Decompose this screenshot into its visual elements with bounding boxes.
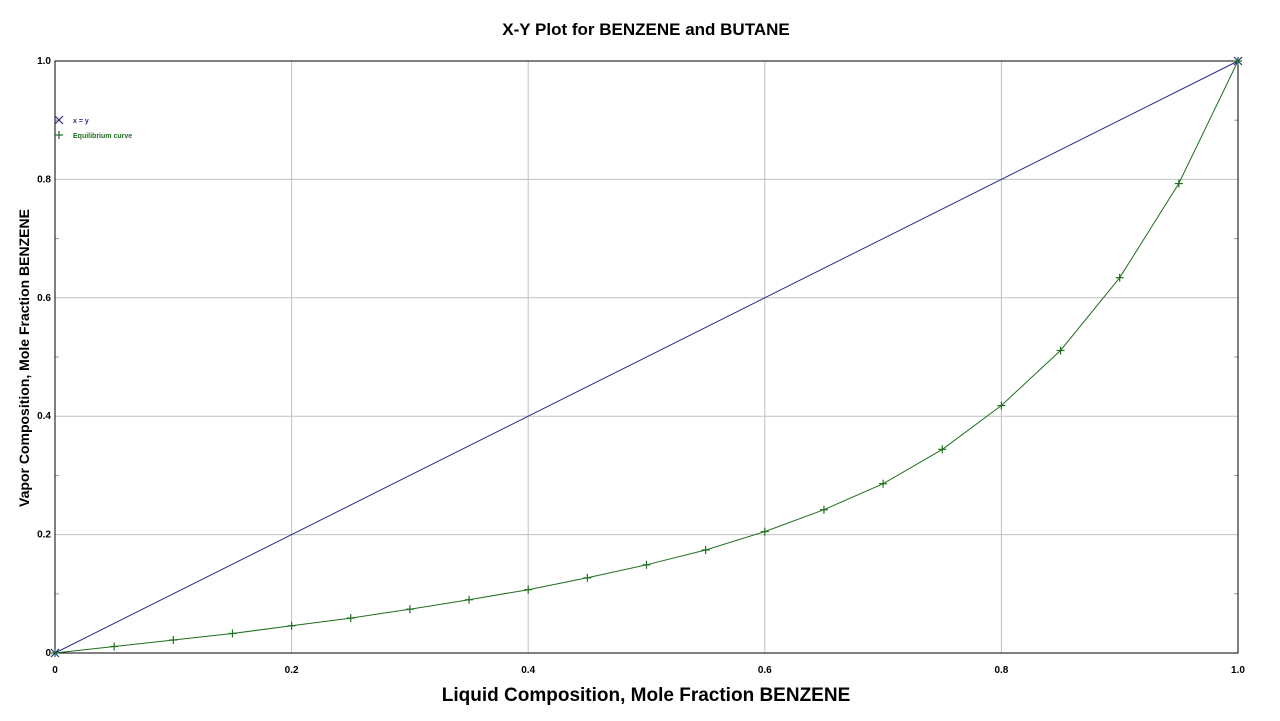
chart-title: X-Y Plot for BENZENE and BUTANE — [502, 20, 789, 39]
data-point-series-1 — [583, 573, 592, 582]
data-point-series-1 — [1174, 179, 1183, 188]
x-tick-label: 0.6 — [758, 665, 772, 676]
data-point-series-1 — [169, 635, 178, 644]
series-layer — [50, 56, 1243, 658]
data-point-series-1 — [997, 401, 1006, 410]
data-point-series-1 — [879, 479, 888, 488]
data-point-series-1 — [405, 605, 414, 614]
legend-marker-0 — [54, 115, 64, 125]
x-axis-label: Liquid Composition, Mole Fraction BENZEN… — [442, 685, 851, 706]
data-point-series-1 — [1056, 346, 1065, 355]
plot-frame — [54, 60, 1239, 654]
data-point-series-1 — [228, 629, 237, 638]
data-point-series-1 — [938, 445, 947, 454]
data-point-series-1 — [1234, 57, 1242, 65]
data-point-series-1 — [465, 595, 474, 604]
series-line-0 — [54, 60, 1239, 654]
data-point-series-1 — [701, 545, 710, 554]
data-point-series-1 — [51, 649, 59, 657]
x-tick-label: 0.2 — [285, 665, 299, 676]
y-tick-label: 0.2 — [37, 530, 51, 541]
data-point-series-1 — [1115, 273, 1124, 282]
data-point-series-1 — [760, 527, 769, 536]
tick-labels: 0 0.2 0.4 0.6 0.8 1.0 0 0.2 0.4 0.6 0.8 1.0 — [37, 56, 1245, 676]
y-tick-label: 0.6 — [37, 293, 51, 304]
x-tick-label: 1.0 — [1231, 665, 1245, 676]
data-point-series-1 — [287, 621, 296, 630]
x-tick-label: 0.8 — [994, 665, 1008, 676]
data-point-series-1 — [819, 505, 828, 514]
y-tick-label: 0.8 — [37, 174, 51, 185]
y-tick-label: 0 — [45, 648, 51, 659]
data-point-series-1 — [346, 614, 355, 623]
data-point-series-1 — [110, 642, 119, 651]
y-tick-label: 0.4 — [37, 411, 51, 422]
data-point-series-1 — [642, 560, 651, 569]
y-axis-label: Vapor Composition, Mole Fraction BENZENE — [16, 209, 32, 507]
legend-label-0: x = y — [73, 118, 89, 125]
legend-label-1: Equilibrium curve — [73, 133, 132, 140]
data-point-series-1 — [524, 585, 533, 594]
x-tick-label: 0 — [52, 665, 58, 676]
legend-marker-1 — [55, 131, 63, 139]
y-tick-label: 1.0 — [37, 56, 51, 67]
legend: x = y Equilibrium curve — [54, 115, 132, 140]
x-tick-label: 0.4 — [521, 665, 535, 676]
grid-lines — [55, 61, 1238, 653]
